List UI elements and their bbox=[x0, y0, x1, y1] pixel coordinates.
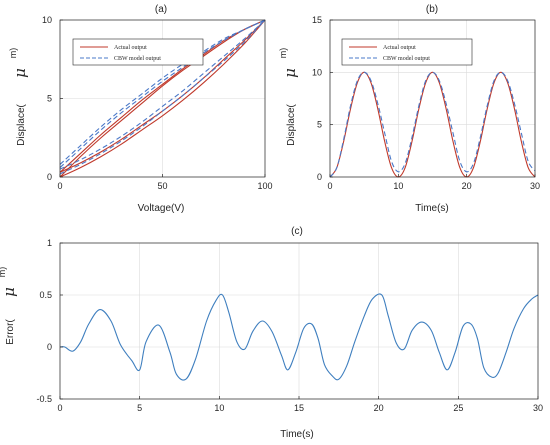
panel-c-xtick-label-3: 15 bbox=[294, 403, 304, 413]
panel-b-ytick-label-1: 5 bbox=[317, 120, 322, 130]
panel-b-legend: Actual output CBW model output bbox=[341, 38, 473, 66]
panel-a-legend: Actual output CBW model output bbox=[72, 38, 204, 66]
panel-b-xlabel: Time(s) bbox=[415, 203, 449, 214]
panel-c-ytick-label-2: 0.5 bbox=[39, 290, 52, 300]
panel-c-xtick-label-4: 20 bbox=[374, 403, 384, 413]
panel-c-xtick-label-6: 30 bbox=[533, 403, 543, 413]
panel-b-ylabel: Displace( μ m) bbox=[278, 48, 299, 146]
panel-a-xtick-label-0: 0 bbox=[57, 181, 62, 191]
panel-b-ylabel-text: Displace( bbox=[286, 103, 297, 145]
panel-b-legend-label-cbw: CBW model output bbox=[383, 56, 430, 62]
panel-c-xtick-label-5: 25 bbox=[453, 403, 463, 413]
panel-a-plot-area bbox=[59, 19, 266, 178]
panel-b-series-1-line bbox=[329, 71, 536, 178]
panel-a-ytick-label-2: 10 bbox=[42, 15, 52, 25]
panel-a-legend-label-cbw: CBW model output bbox=[114, 56, 161, 62]
panel-a-series-0-loop-0-descending bbox=[59, 19, 266, 178]
panel-c-ylabel: Error( μ m) bbox=[0, 267, 18, 345]
panel-a-ylabel-mu: μ bbox=[11, 68, 29, 78]
panel-c-ylabel-unit: m) bbox=[0, 267, 7, 278]
panel-a-ylabel-text: Displace( bbox=[16, 103, 27, 145]
panel-c-xtick-label-1: 5 bbox=[137, 403, 142, 413]
panel-b-ytick-label-2: 10 bbox=[312, 67, 322, 77]
panel-b-ylabel-mu: μ bbox=[281, 68, 299, 78]
panel-b-xtick-label-0: 0 bbox=[327, 181, 332, 191]
panel-b-xtick-label-1: 10 bbox=[393, 181, 403, 191]
panel-c: (c) 0 5 10 15 20 25 30 -0.5 0 0.5 1 Time(s) Error(… bbox=[0, 226, 543, 440]
panel-a-series-1-loop-1-ascending bbox=[59, 19, 266, 170]
panel-c-series-0-line bbox=[59, 293, 539, 381]
panel-c-ytick-label-1: 0 bbox=[47, 342, 52, 352]
panel-a-ticks: 0 50 100 0 5 10 bbox=[42, 15, 273, 191]
panel-c-ylabel-mu: μ bbox=[0, 287, 18, 297]
panel-a-ytick-label-0: 0 bbox=[47, 172, 52, 182]
panel-c-xtick-label-0: 0 bbox=[57, 403, 62, 413]
panel-b-ytick-label-0: 0 bbox=[317, 172, 322, 182]
panel-c-xlabel: Time(s) bbox=[280, 429, 314, 440]
panel-a-legend-box bbox=[72, 38, 204, 66]
panel-a-ylabel-unit: m) bbox=[8, 48, 18, 59]
panel-c-ytick-label-3: 1 bbox=[47, 238, 52, 248]
panel-c-ytick-label-0: -0.5 bbox=[36, 394, 52, 404]
panel-a-legend-label-actual: Actual output bbox=[114, 45, 147, 51]
panel-b-plot-area bbox=[329, 71, 536, 178]
panel-b-ylabel-unit: m) bbox=[278, 48, 288, 59]
panel-b-title: (b) bbox=[426, 4, 438, 15]
panel-a-series-0-loop-1-descending bbox=[59, 19, 266, 173]
panel-c-plot-area bbox=[59, 293, 539, 381]
panel-a-xlabel: Voltage(V) bbox=[138, 203, 185, 214]
panel-c-ylabel-text: Error( bbox=[5, 319, 16, 345]
panel-a-xtick-label-2: 100 bbox=[257, 181, 272, 191]
panel-c-xtick-label-2: 10 bbox=[214, 403, 224, 413]
panel-c-ticks: 0 5 10 15 20 25 30 -0.5 0 0.5 1 bbox=[36, 238, 543, 413]
panel-b-ticks: 0 10 20 30 0 5 10 15 bbox=[312, 15, 540, 191]
panel-b-ytick-label-3: 15 bbox=[312, 15, 322, 25]
panel-b-xtick-label-2: 20 bbox=[462, 181, 472, 191]
panel-b-xtick-label-3: 30 bbox=[530, 181, 540, 191]
panel-a-series-1-loop-0-ascending bbox=[59, 19, 266, 175]
panel-b-legend-box bbox=[341, 38, 473, 66]
panel-b-axes-frame bbox=[329, 19, 536, 178]
panel-a-title: (a) bbox=[155, 4, 167, 15]
panel-a-ytick-label-1: 5 bbox=[47, 94, 52, 104]
panel-a-xtick-label-1: 50 bbox=[157, 181, 167, 191]
panel-c-grid bbox=[59, 242, 539, 400]
panel-c-title: (c) bbox=[291, 226, 303, 237]
panel-b-legend-label-actual: Actual output bbox=[383, 45, 416, 51]
panel-a-series-0-loop-0-ascending bbox=[59, 19, 266, 178]
panel-b: (b) 0 10 20 30 0 5 10 15 Time(s) Displace( μ m)… bbox=[278, 4, 540, 214]
panel-a: (a) 0 50 100 0 5 10 Voltage(V) Displace( μ m)… bbox=[8, 4, 273, 214]
panel-a-ylabel: Displace( μ m) bbox=[8, 48, 29, 146]
